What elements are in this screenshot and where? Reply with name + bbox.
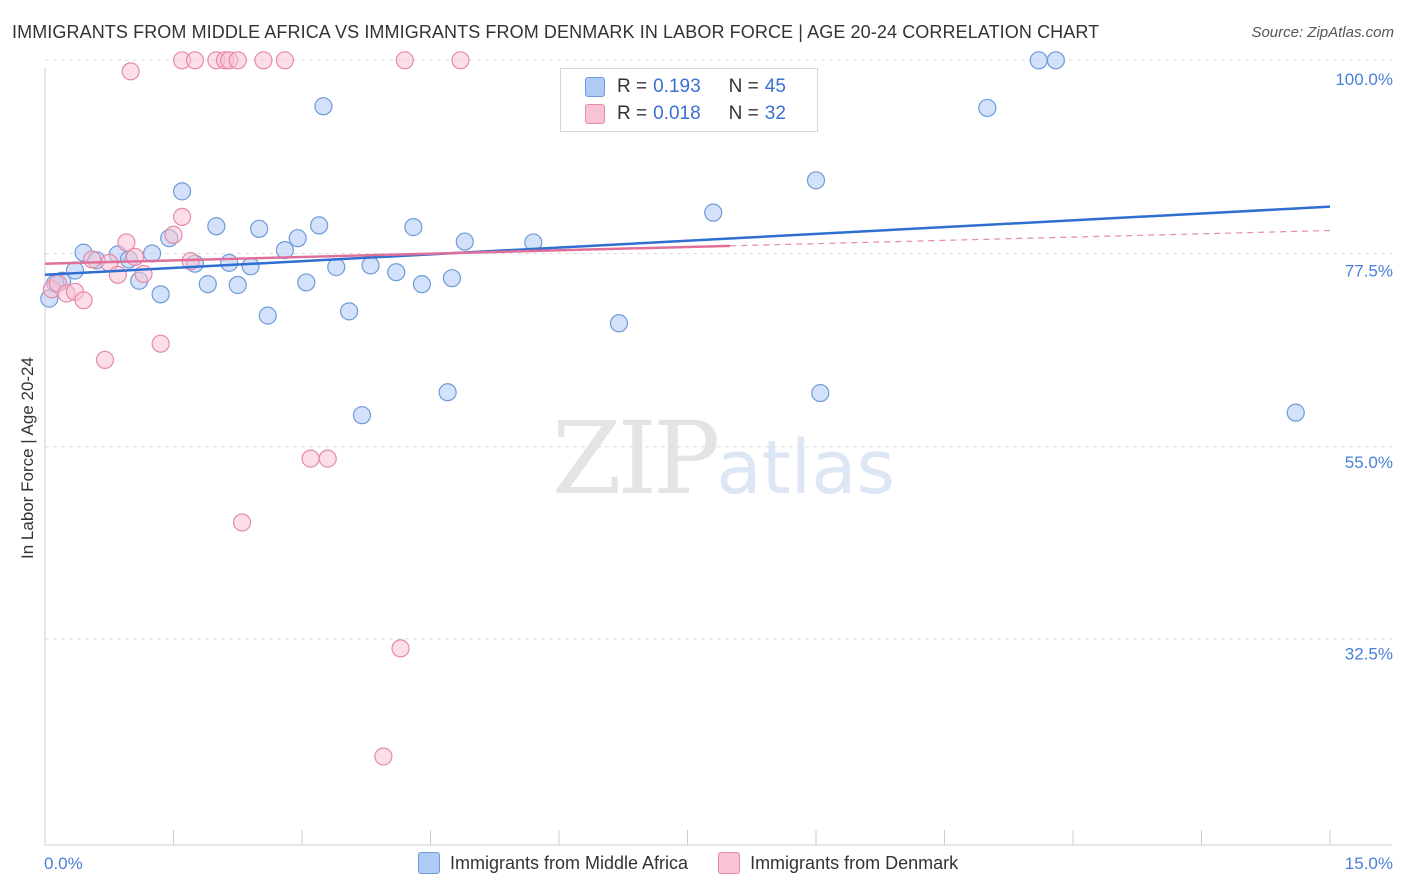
point-middle-africa [438,383,457,402]
point-middle-africa [704,203,723,222]
point-denmark [117,233,136,252]
y-tick-label: 32.5% [1345,645,1393,664]
point-middle-africa [288,229,307,248]
watermark-atlas: atlas [716,425,896,511]
point-middle-africa [412,275,432,294]
trend-line-denmark [44,244,731,265]
source-label: Source: ZipAtlas.com [1251,24,1394,41]
point-denmark [451,51,470,70]
point-middle-africa [275,240,294,260]
point-middle-africa [387,263,406,282]
point-denmark [391,639,410,658]
legend-r-label: R = [617,76,648,97]
legend-swatch-pink [718,852,741,874]
point-denmark [74,291,93,310]
correlation-legend: R = 0.193 N = 45 R = 0.018 N = 32 [560,68,818,132]
trend-line-middle-africa [44,205,1331,277]
point-middle-africa [314,97,333,116]
point-denmark [254,51,273,70]
legend-item-middle-africa[interactable]: Immigrants from Middle Africa [418,852,688,874]
legend-r-value: 0.193 [653,76,701,97]
x-tick-label: 0.0% [44,854,83,873]
point-denmark [134,264,153,284]
point-middle-africa [1046,51,1065,70]
point-denmark [121,62,140,81]
trend-line-denmark-extended [730,229,1331,247]
point-denmark [83,250,102,269]
point-denmark [275,51,294,70]
legend-n-value: 32 [764,103,786,124]
watermark-zip: ZIP [552,400,720,517]
legend-label-denmark: Immigrants from Denmark [750,852,959,873]
point-middle-africa [250,219,269,238]
point-denmark [318,449,337,468]
point-denmark [172,207,192,226]
legend-n-label: N = [728,103,759,124]
y-tick-label: 77.5% [1345,262,1393,281]
point-denmark [125,247,145,266]
legend-r-label: R = [617,103,648,124]
legend-row-middle-africa: R = 0.193 N = 45 [585,75,786,99]
point-middle-africa [65,261,85,280]
point-middle-africa [806,171,826,190]
point-denmark [232,513,252,532]
point-denmark [108,265,127,284]
point-denmark [374,747,393,766]
series-legend: Immigrants from Middle Africa Immigrants… [418,852,988,874]
point-middle-africa [142,244,162,263]
point-denmark [151,334,170,353]
chart-title: IMMIGRANTS FROM MIDDLE AFRICA VS IMMIGRA… [12,22,1100,42]
point-middle-africa [220,253,239,272]
point-middle-africa [241,257,260,276]
point-middle-africa [228,275,247,295]
legend-row-denmark: R = 0.018 N = 32 [585,102,786,126]
point-middle-africa [1029,51,1048,70]
watermark: ZIPatlas [552,400,895,517]
point-middle-africa [151,285,170,304]
point-middle-africa [352,406,372,425]
point-middle-africa [361,256,380,275]
point-middle-africa [609,314,629,333]
legend-swatch-pink [585,104,605,124]
point-middle-africa [207,217,226,236]
point-middle-africa [404,218,423,237]
point-middle-africa [455,232,474,251]
point-denmark [228,51,247,70]
point-denmark [95,350,115,369]
legend-n-value: 45 [764,76,786,97]
point-middle-africa [297,273,316,292]
y-tick-label: 55.0% [1345,453,1393,472]
legend-label-middle-africa: Immigrants from Middle Africa [450,852,689,873]
point-middle-africa [198,275,217,294]
x-tick-label: 15.0% [1345,854,1393,873]
legend-r-value: 0.018 [653,103,701,124]
point-middle-africa [258,306,277,325]
point-middle-africa [310,216,329,235]
point-denmark [301,449,320,468]
point-middle-africa [1286,403,1305,422]
legend-swatch-blue [418,852,440,874]
point-denmark [395,51,414,70]
point-middle-africa [811,383,830,403]
legend-n-label: N = [728,76,759,97]
point-middle-africa [978,98,997,118]
point-denmark [185,51,205,70]
legend-item-denmark[interactable]: Immigrants from Denmark [718,852,958,874]
point-middle-africa [442,269,462,288]
point-middle-africa [327,258,346,277]
point-denmark [164,225,183,244]
point-middle-africa [172,182,192,201]
legend-swatch-blue [585,77,605,97]
point-middle-africa [340,302,359,321]
y-tick-label: 100.0% [1335,70,1393,89]
